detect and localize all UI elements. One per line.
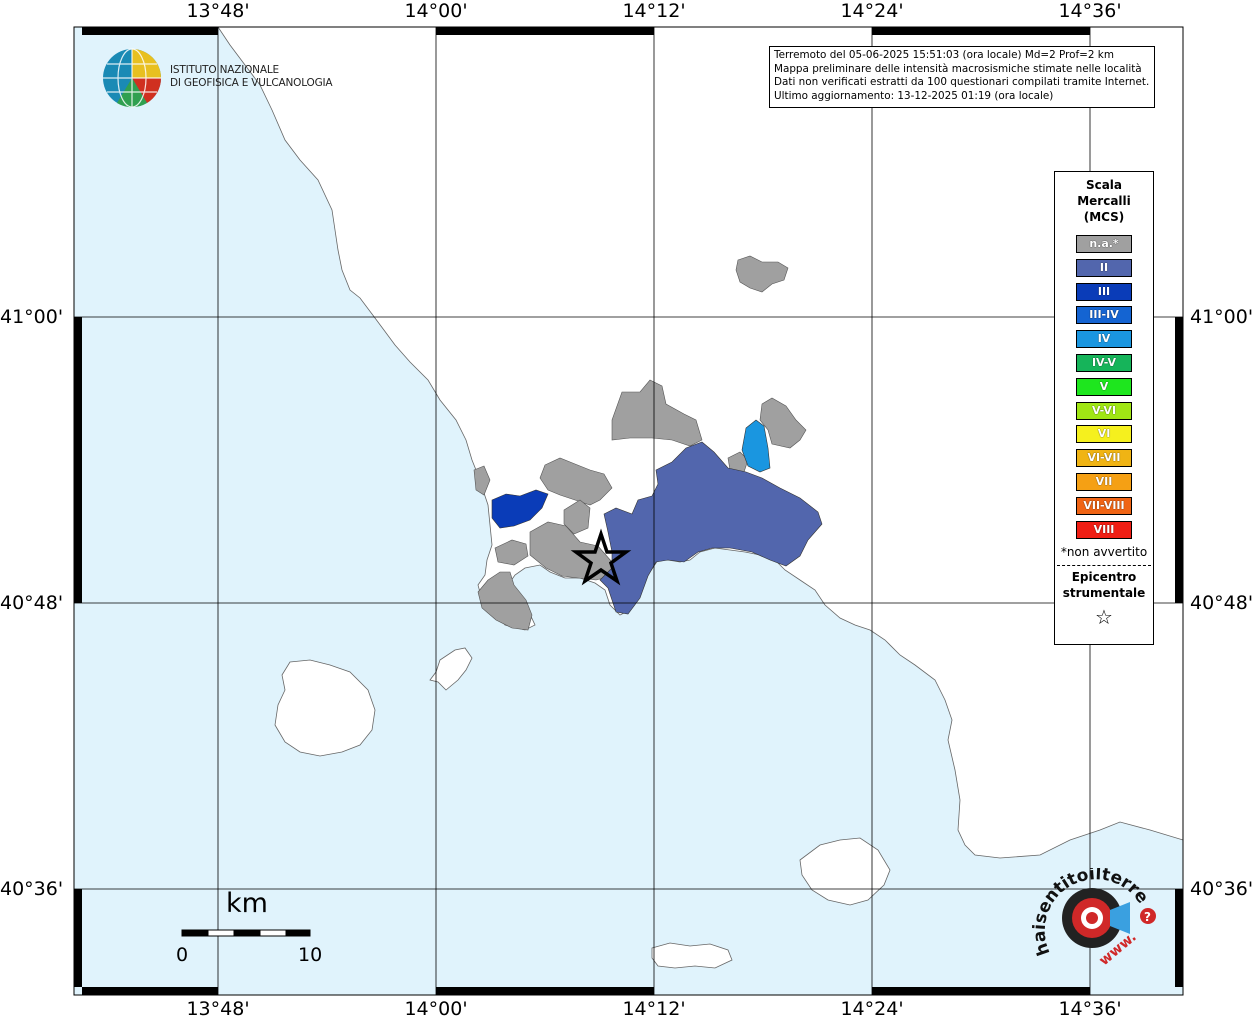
- legend-na-note: *non avvertito: [1060, 544, 1148, 559]
- scale-end-label: 10: [298, 944, 323, 966]
- earthquake-info-box: Terremoto del 05-06-2025 15:51:03 (ora l…: [769, 46, 1155, 108]
- legend-separator: [1057, 564, 1151, 566]
- land-sorrento: [799, 837, 891, 906]
- legend-item: VII-VIII: [1076, 496, 1132, 515]
- legend-epicenter-title: Epicentro strumentale: [1062, 569, 1146, 600]
- graticule: [74, 27, 1183, 995]
- svg-text:?: ?: [1144, 910, 1151, 924]
- legend-item: III: [1076, 282, 1132, 301]
- left-tick-label: 40°36': [0, 878, 64, 900]
- left-tick-label: 41°00': [0, 306, 64, 328]
- top-tick-label: 14°24': [840, 0, 904, 22]
- legend-item: IV: [1076, 330, 1132, 349]
- legend-item: VII: [1076, 472, 1132, 491]
- legend-item: V: [1076, 377, 1132, 396]
- info-line: Terremoto del 05-06-2025 15:51:03 (ora l…: [774, 49, 1114, 61]
- bottom-tick-label: 14°12': [622, 998, 686, 1020]
- top-tick-label: 13°48': [186, 0, 250, 22]
- legend-item: III-IV: [1076, 306, 1132, 325]
- bottom-tick-label: 13°48': [186, 998, 250, 1020]
- island-procida: [429, 647, 473, 691]
- left-tick-label: 40°48': [0, 592, 64, 614]
- legend-item: II: [1076, 258, 1132, 277]
- legend-title: Scala Mercalli (MCS): [1077, 178, 1131, 224]
- scale-start-label: 0: [176, 944, 189, 966]
- area-intensity-II[interactable]: [599, 441, 823, 615]
- legend-item: V-VI: [1076, 401, 1132, 420]
- ingv-logo-icon: [103, 48, 162, 108]
- haisentito-logo-icon[interactable]: haisentitoilterremoto.it ? www.: [1032, 868, 1162, 978]
- ingv-logo-text: ISTITUTO NAZIONALE DI GEOFISICA E VULCAN…: [170, 64, 333, 89]
- legend-item: IV-V: [1076, 353, 1132, 372]
- top-tick-label: 14°12': [622, 0, 686, 22]
- map-frame: [73, 26, 1184, 996]
- legend-item: VI-VII: [1076, 449, 1132, 468]
- info-line: Ultimo aggiornamento: 13-12-2025 01:19 (…: [774, 89, 1054, 102]
- island-ischia: [274, 659, 376, 757]
- area-na: [473, 255, 807, 631]
- area-intensity-IV[interactable]: [741, 419, 771, 473]
- scale-bar: [181, 929, 311, 937]
- mercalli-legend: Scala Mercalli (MCS) n.a.* II III III-IV IV I…: [1054, 171, 1154, 645]
- info-line: Dati non verificati estratti da 100 ques…: [774, 76, 1150, 89]
- legend-item: VI: [1076, 425, 1132, 444]
- right-tick-label: 41°00': [1190, 306, 1254, 328]
- top-tick-label: 14°00': [404, 0, 468, 22]
- legend-epicenter-star-icon: ☆: [1095, 604, 1113, 629]
- island-capri: [651, 942, 733, 969]
- epicenter-star-icon[interactable]: [570, 528, 632, 586]
- bottom-tick-label: 14°24': [840, 998, 904, 1020]
- right-tick-label: 40°36': [1190, 878, 1254, 900]
- legend-item: n.a.*: [1076, 235, 1132, 253]
- top-tick-label: 14°36': [1058, 0, 1122, 22]
- area-intensity-III[interactable]: [491, 489, 549, 529]
- bottom-tick-label: 14°36': [1058, 998, 1122, 1020]
- bottom-tick-label: 14°00': [404, 998, 468, 1020]
- scale-title: km: [226, 888, 268, 919]
- legend-item: VIII: [1076, 520, 1132, 539]
- legend-items: n.a.* II III III-IV IV IV-V V V-VI VI VI-VII VII VI…: [1055, 235, 1153, 539]
- right-tick-label: 40°48': [1190, 592, 1254, 614]
- info-line: Mappa preliminare delle intensità macros…: [774, 62, 1142, 75]
